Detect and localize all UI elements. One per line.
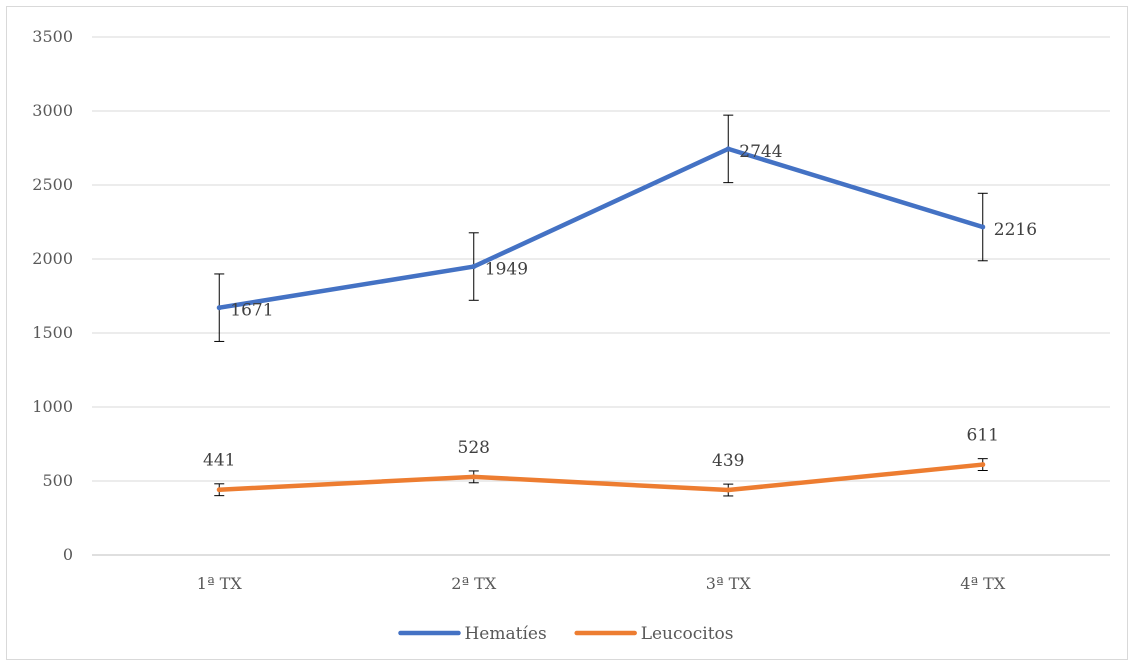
data-label: 441	[203, 451, 235, 471]
data-label: 439	[712, 451, 744, 471]
legend: Hematíes Leucocitos	[398, 624, 734, 644]
y-tick-label: 2500	[32, 175, 73, 194]
y-tick-label: 500	[42, 471, 73, 490]
data-label: 2744	[739, 142, 782, 162]
data-point	[980, 224, 986, 230]
y-tick-label: 1000	[32, 397, 73, 416]
y-tick-label: 2000	[32, 249, 73, 268]
data-label: 1949	[485, 260, 528, 280]
data-point	[216, 305, 222, 311]
line-chart: 0 500 1000 1500 2000 2500 3000 3500 1ª TX 2ª TX 3…	[32, 27, 1110, 644]
data-point	[725, 487, 731, 493]
data-point	[980, 462, 986, 468]
data-point	[216, 487, 222, 493]
data-point	[471, 474, 477, 480]
data-point	[471, 264, 477, 270]
y-tick-label: 3500	[32, 27, 73, 46]
series-line-hematíes	[217, 146, 985, 310]
data-labels: 1671 1949 2744 2216 441 528 439 611	[203, 142, 1037, 471]
x-axis-ticks: 1ª TX 2ª TX 3ª TX 4ª TX	[197, 574, 1006, 593]
y-tick-label: 0	[63, 545, 73, 564]
x-tick-label: 3ª TX	[706, 574, 752, 593]
y-axis-ticks: 0 500 1000 1500 2000 2500 3000 3500	[32, 27, 73, 564]
y-tick-label: 1500	[32, 323, 73, 342]
x-tick-label: 4ª TX	[960, 574, 1006, 593]
data-label: 1671	[230, 301, 273, 321]
data-label: 611	[967, 426, 999, 446]
error-bars	[214, 114, 988, 497]
legend-item-leucocitos: Leucocitos	[574, 624, 734, 644]
x-tick-label: 1ª TX	[197, 574, 243, 593]
data-label: 528	[458, 438, 490, 458]
y-tick-label: 3000	[32, 101, 73, 120]
series-line-leucocitos	[217, 462, 985, 493]
legend-label: Hematíes	[464, 624, 546, 644]
x-tick-label: 2ª TX	[451, 574, 497, 593]
data-label: 2216	[994, 220, 1037, 240]
chart-container: 0 500 1000 1500 2000 2500 3000 3500 1ª TX 2ª TX 3…	[6, 6, 1128, 660]
gridlines	[92, 36, 1110, 556]
legend-item-hematíes: Hematíes	[398, 624, 547, 644]
series-lines	[216, 146, 986, 493]
legend-label: Leucocitos	[641, 624, 734, 644]
data-point	[725, 146, 731, 152]
